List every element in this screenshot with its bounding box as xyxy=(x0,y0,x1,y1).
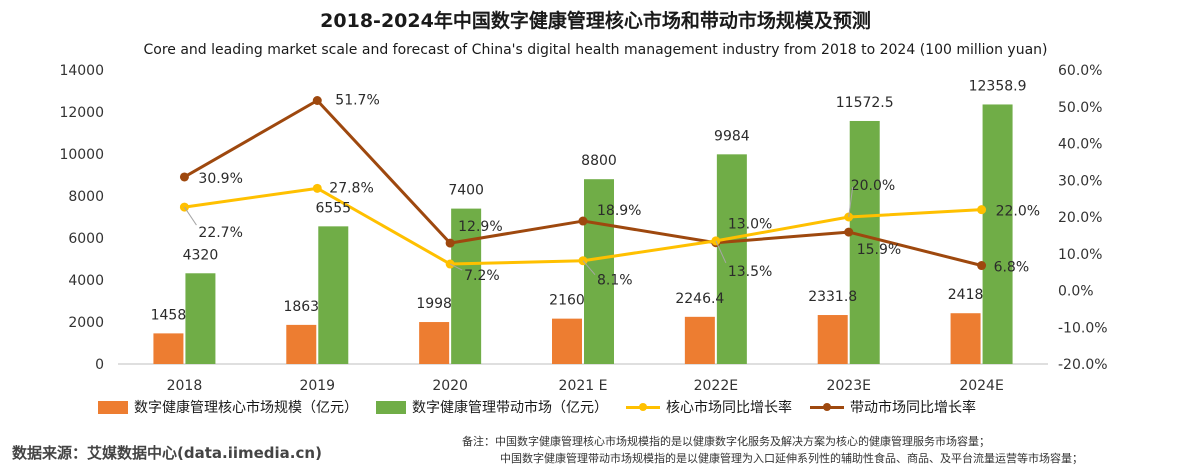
lead-growth-value-label: 30.9% xyxy=(198,171,242,187)
bar-lead-market xyxy=(451,208,482,364)
core-growth-value-label: 13.5% xyxy=(728,264,772,280)
y-right-tick-label: 0.0% xyxy=(1058,284,1094,300)
legend-label-core-growth: 核心市场同比增长率 xyxy=(666,400,792,416)
bar-core-market xyxy=(419,322,450,364)
label-leader-line xyxy=(582,260,596,276)
x-tick-label: 2018 xyxy=(167,378,203,394)
chart-notes: 备注：中国数字健康管理核心市场规模指的是以健康数字化服务及解决方案为核心的健康管… xyxy=(462,433,1083,467)
legend-core-growth: 核心市场同比增长率 xyxy=(626,397,792,417)
legend-core-market: 数字健康管理核心市场规模（亿元） xyxy=(98,397,358,417)
y-left-tick-label: 10000 xyxy=(59,147,104,163)
legend-swatch-core-growth xyxy=(626,401,660,414)
chart-title: 2018-2024年中国数字健康管理核心市场和带动市场规模及预测 xyxy=(320,10,871,32)
y-left-tick-label: 2000 xyxy=(68,315,104,331)
y-right-tick-label: 60.0% xyxy=(1058,63,1102,79)
note-core: 备注：中国数字健康管理核心市场规模指的是以健康数字化服务及解决方案为核心的健康管… xyxy=(462,435,990,448)
y-right-tick-label: 10.0% xyxy=(1058,247,1102,263)
bar-lead-market xyxy=(716,154,747,364)
bar-core-value-label: 2246.4 xyxy=(675,291,724,307)
note-lead: 中国数字健康管理带动市场规模指的是以健康管理为入口延伸系列性的辅助性食品、商品、… xyxy=(500,452,1083,465)
core-growth-value-label: 22.0% xyxy=(996,204,1040,220)
x-tick-label: 2020 xyxy=(432,378,468,394)
x-tick-label: 2024E xyxy=(959,378,1003,394)
core-growth-value-label: 22.7% xyxy=(198,225,242,241)
y-right-tick-label: 50.0% xyxy=(1058,100,1102,116)
bar-core-market xyxy=(950,313,981,364)
lead-growth-point xyxy=(312,96,322,106)
bar-lead-value-label: 6555 xyxy=(315,200,351,216)
lead-growth-value-label: 18.9% xyxy=(597,203,641,219)
bar-core-value-label: 2160 xyxy=(549,293,585,309)
legend-label-lead-growth: 带动市场同比增长率 xyxy=(850,400,976,416)
bar-core-value-label: 1458 xyxy=(151,307,187,323)
chart-subtitle: Core and leading market scale and foreca… xyxy=(143,42,1048,58)
bar-core-market xyxy=(153,333,184,364)
bar-lead-value-label: 11572.5 xyxy=(836,95,894,111)
lead-growth-value-label: 6.8% xyxy=(994,260,1030,276)
bar-core-value-label: 2331.8 xyxy=(808,289,857,305)
core-growth-point xyxy=(312,183,322,193)
y-left-tick-label: 6000 xyxy=(68,231,104,247)
chart-legend: 数字健康管理核心市场规模（亿元） 数字健康管理带动市场（亿元） 核心市场同比增长… xyxy=(98,397,976,417)
legend-swatch-lead-growth xyxy=(810,401,844,414)
x-tick-label: 2023E xyxy=(826,378,870,394)
y-left-tick-label: 12000 xyxy=(59,105,104,121)
lead-growth-point xyxy=(844,227,854,237)
core-growth-point xyxy=(977,205,987,215)
core-growth-value-label: 7.2% xyxy=(464,268,500,284)
lead-growth-point xyxy=(179,172,189,182)
chart-canvas: 0 2000 4000 6000 8000 10000 12000 14000 -20.0% -1… xyxy=(59,63,1108,394)
bar-lead-market xyxy=(982,104,1013,364)
legend-lead-growth: 带动市场同比增长率 xyxy=(810,397,976,417)
bar-core-market xyxy=(286,324,317,364)
y-left-tick-label: 8000 xyxy=(68,189,104,205)
bar-core-value-label: 1998 xyxy=(416,296,452,312)
legend-lead-market: 数字健康管理带动市场（亿元） xyxy=(376,397,608,417)
bar-lead-value-label: 9984 xyxy=(714,128,750,144)
lead-growth-value-label: 51.7% xyxy=(335,93,379,109)
bar-lead-value-label: 12358.9 xyxy=(969,78,1027,94)
bar-lead-market xyxy=(849,120,880,364)
lead-growth-value-label: 15.9% xyxy=(857,242,901,258)
y-right-tick-label: -20.0% xyxy=(1058,357,1108,373)
core-growth-value-label: 27.8% xyxy=(329,180,373,196)
bar-lead-market xyxy=(584,179,614,364)
lead-growth-point xyxy=(445,238,455,248)
y-right-tick-label: 30.0% xyxy=(1058,173,1102,189)
legend-swatch-lead xyxy=(376,400,406,414)
bar-core-market xyxy=(552,318,582,364)
x-tick-label: 2019 xyxy=(299,378,335,394)
bar-lead-value-label: 4320 xyxy=(183,247,219,263)
bar-lead-value-label: 7400 xyxy=(448,183,484,199)
core-growth-value-label: 8.1% xyxy=(597,273,633,289)
core-growth-value-label: 20.0% xyxy=(851,178,895,194)
bar-lead-value-label: 8800 xyxy=(581,153,617,169)
label-leader-line xyxy=(449,263,463,271)
y-right-tick-label: 20.0% xyxy=(1058,210,1102,226)
bar-core-market xyxy=(684,316,715,364)
y-left-tick-label: 4000 xyxy=(68,273,104,289)
legend-label-core: 数字健康管理核心市场规模（亿元） xyxy=(134,400,358,416)
y-left-tick-label: 0 xyxy=(95,357,104,373)
legend-label-lead: 数字健康管理带动市场（亿元） xyxy=(412,400,608,416)
lead-growth-point xyxy=(578,216,588,226)
bar-lead-market xyxy=(185,273,216,364)
bar-core-value-label: 1863 xyxy=(283,299,319,315)
y-right-tick-label: -10.0% xyxy=(1058,320,1108,336)
lead-growth-value-label: 12.9% xyxy=(458,219,502,235)
label-leader-line xyxy=(848,186,854,218)
x-tick-label: 2022E xyxy=(694,378,738,394)
lead-growth-point xyxy=(977,261,987,271)
bar-core-market xyxy=(817,315,848,364)
legend-swatch-core xyxy=(98,400,128,414)
data-source: 数据来源：艾媒数据中心(data.iimedia.cn) xyxy=(12,444,322,462)
lead-growth-value-label: 13.0% xyxy=(728,217,772,233)
label-leader-line xyxy=(715,240,727,264)
y-left-tick-label: 14000 xyxy=(59,63,104,79)
y-right-tick-label: 40.0% xyxy=(1058,137,1102,153)
bar-core-value-label: 2418 xyxy=(948,287,984,303)
label-leader-line xyxy=(184,206,197,226)
x-tick-label: 2021 E xyxy=(559,378,608,394)
bar-lead-market xyxy=(318,226,349,364)
